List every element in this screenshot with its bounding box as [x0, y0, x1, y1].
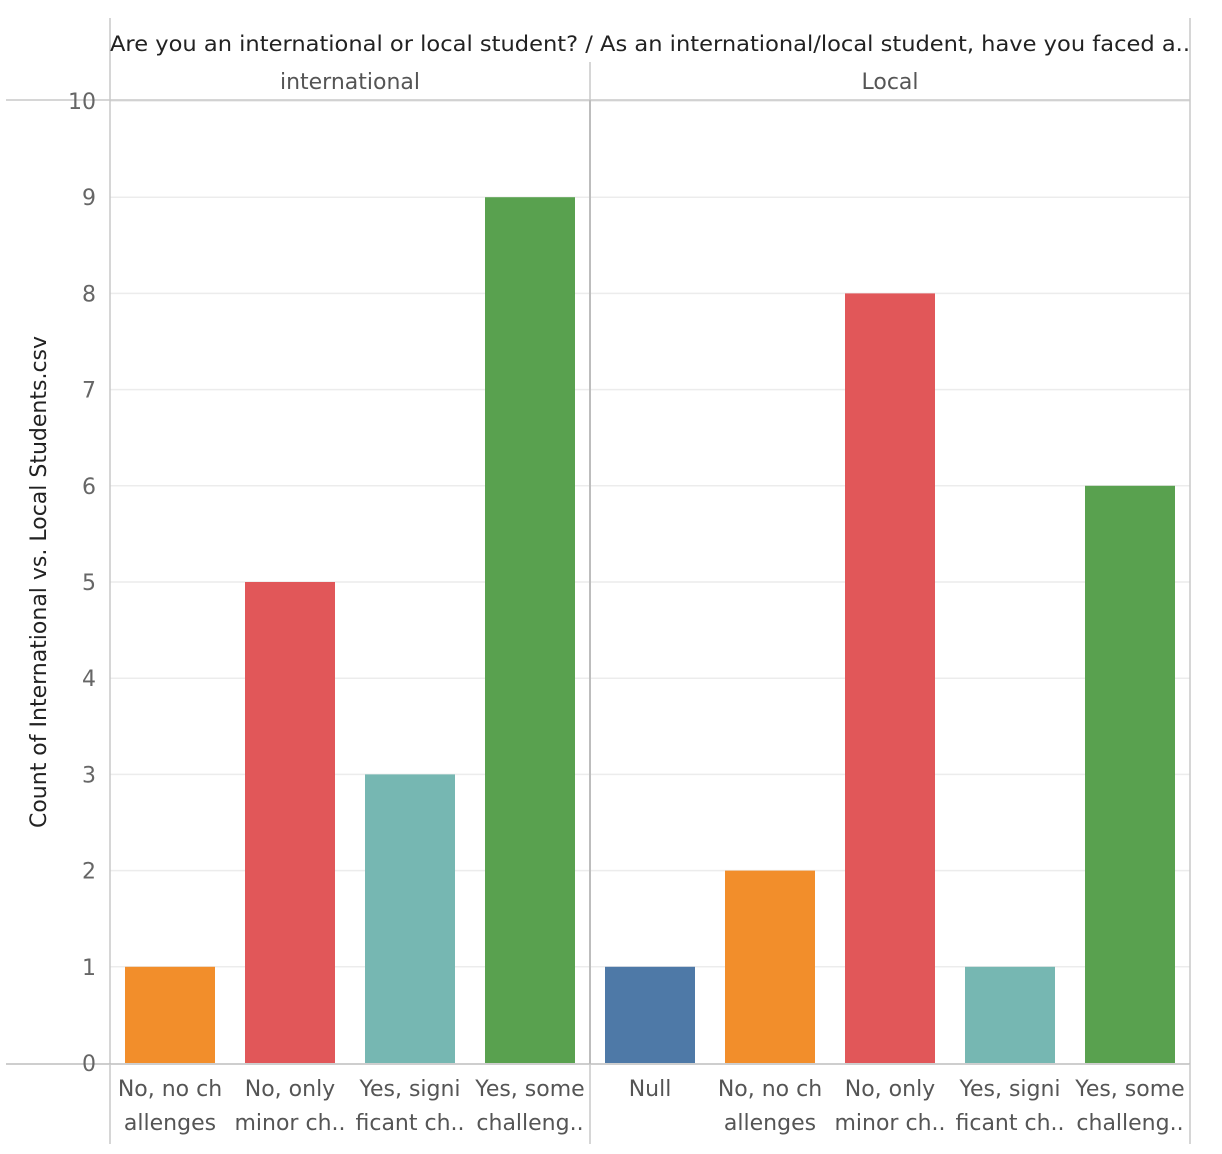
y-tick-label: 1: [82, 956, 96, 981]
x-category-label: ficant ch..: [355, 1111, 464, 1136]
bar: [245, 582, 335, 1063]
y-tick-label: 10: [68, 90, 96, 115]
y-axis-label: Count of International vs. Local Student…: [27, 336, 52, 828]
x-category-label: Yes, some: [1074, 1077, 1184, 1102]
x-category-label: challeng..: [1076, 1111, 1183, 1136]
x-category-label: Null: [629, 1077, 672, 1102]
y-tick-label: 9: [82, 186, 96, 211]
x-category-label: allenges: [124, 1111, 216, 1136]
bar: [1085, 485, 1175, 1063]
bar: [365, 774, 455, 1063]
y-tick-label: 7: [82, 379, 96, 404]
y-tick-label: 6: [82, 475, 96, 500]
x-category-label: No, only: [845, 1077, 935, 1102]
text-layer: 0 1 2 3 4 5 6 7 8 9 10 Count of International vs. L…: [27, 70, 1185, 1136]
bar: [605, 966, 695, 1063]
y-tick-label: 4: [82, 667, 96, 692]
x-category-label: No, only: [245, 1077, 335, 1102]
y-tick-label: 8: [82, 282, 96, 307]
bar: [725, 870, 815, 1063]
bar-layer: [125, 197, 1175, 1063]
frame-layer: [6, 18, 1191, 1144]
y-tick-label: 3: [82, 763, 96, 788]
chart-header-title: Are you an international or local studen…: [110, 32, 1190, 56]
bar: [125, 966, 215, 1063]
x-category-label: allenges: [724, 1111, 816, 1136]
panel-header-label: Local: [861, 70, 918, 95]
x-category-label: challeng..: [476, 1111, 583, 1136]
y-tick-label: 5: [82, 571, 96, 596]
bar: [845, 293, 935, 1063]
bar: [485, 197, 575, 1063]
x-category-label: Yes, signi: [958, 1077, 1060, 1102]
x-category-label: minor ch..: [234, 1111, 345, 1136]
y-tick-label: 2: [82, 860, 96, 885]
x-category-label: ficant ch..: [955, 1111, 1064, 1136]
x-category-label: Yes, signi: [358, 1077, 460, 1102]
x-category-label: minor ch..: [834, 1111, 945, 1136]
bar: [965, 966, 1055, 1063]
x-category-label: No, no ch: [718, 1077, 822, 1102]
x-category-label: No, no ch: [118, 1077, 222, 1102]
y-tick-label: 0: [82, 1052, 96, 1077]
x-category-label: Yes, some: [474, 1077, 584, 1102]
panel-header-label: international: [280, 70, 420, 95]
